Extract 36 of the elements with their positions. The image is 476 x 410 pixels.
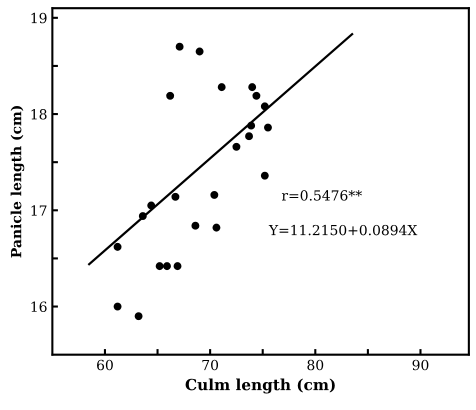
annotation: Y=11.2150+0.0894X xyxy=(268,224,418,236)
point xyxy=(232,142,240,151)
y-tick-label: 17 xyxy=(32,205,46,216)
point xyxy=(218,83,226,92)
point xyxy=(147,202,156,210)
point xyxy=(134,312,143,320)
point xyxy=(196,48,204,56)
point xyxy=(260,102,269,110)
point xyxy=(245,132,253,140)
point xyxy=(247,122,256,130)
point xyxy=(191,222,200,230)
y-tick-label: 16 xyxy=(32,302,47,312)
point xyxy=(248,83,256,92)
point xyxy=(171,192,180,201)
point xyxy=(264,124,272,132)
y-axis-title: Panicle length (cm) xyxy=(10,106,24,258)
y-tick-label: 18 xyxy=(32,109,47,120)
point xyxy=(156,262,164,270)
x-tick-label: 60 xyxy=(97,360,113,370)
x-axis-title: Culm length (cm) xyxy=(186,378,335,394)
x-tick-label: 90 xyxy=(412,360,428,370)
point xyxy=(138,212,147,220)
point xyxy=(252,92,260,100)
point xyxy=(212,224,220,232)
y-tick-label: 19 xyxy=(32,12,47,24)
point xyxy=(210,190,218,199)
point xyxy=(166,92,174,100)
x-tick-label: 80 xyxy=(307,360,324,370)
point xyxy=(176,42,184,51)
point xyxy=(114,242,122,251)
point xyxy=(114,302,122,310)
point xyxy=(260,172,269,180)
point xyxy=(163,262,171,270)
annotation: r=0.5476** xyxy=(282,190,362,201)
x-tick-label: 70 xyxy=(202,360,218,370)
point xyxy=(174,262,182,270)
